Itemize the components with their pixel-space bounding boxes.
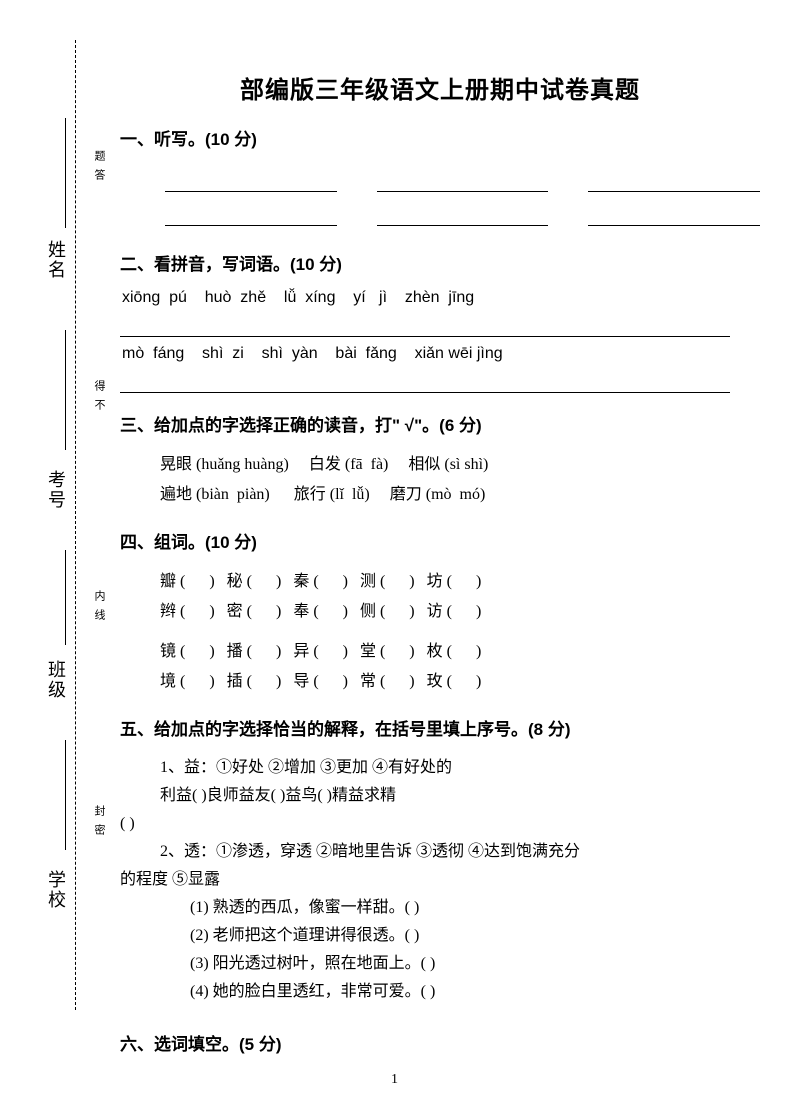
exam-page: 姓名 考号 班级 学校 题答 得不 内线 封密 部编版三年级语文上册期中试卷真题… xyxy=(0,0,789,1118)
label-id: 考号 xyxy=(43,470,69,510)
class-fill-line xyxy=(65,550,66,645)
q4-row-1[interactable]: 瓣 ( ) 秘 ( ) 秦 ( ) 测 ( ) 坊 ( ) xyxy=(120,567,760,597)
q4-row-2[interactable]: 辫 ( ) 密 ( ) 奉 ( ) 侧 ( ) 访 ( ) xyxy=(120,597,760,627)
answer-line-2[interactable] xyxy=(120,365,730,393)
seal-hint-4: 封密 xyxy=(91,805,107,843)
q5-line-2b[interactable]: ( ) xyxy=(120,810,760,838)
margin-labels: 姓名 考号 班级 学校 题答 得不 内线 封密 xyxy=(25,40,120,1010)
q5-line-2[interactable]: 利益( )良师益友( )益鸟( )精益求精 xyxy=(120,782,760,810)
q5-line-6[interactable]: (3) 阳光透过树叶，照在地面上。( ) xyxy=(120,950,760,978)
seal-hint-1: 题答 xyxy=(91,150,107,188)
q4-row-4[interactable]: 境 ( ) 插 ( ) 导 ( ) 常 ( ) 玫 ( ) xyxy=(120,667,760,697)
label-school: 学校 xyxy=(43,870,69,910)
section-1-header: 一、听写。(10 分) xyxy=(120,125,760,150)
q5-line-4[interactable]: (1) 熟透的西瓜，像蜜一样甜。( ) xyxy=(120,894,760,922)
q3-row-1: 晃眼 (huǎng huàng) 白发 (fā fà) 相似 (sì shì) xyxy=(120,450,760,480)
section-4-header: 四、组词。(10 分) xyxy=(120,528,760,553)
q5-line-1: 1、益：①好处 ②增加 ③更加 ④有好处的 xyxy=(120,754,760,782)
school-fill-line xyxy=(65,740,66,850)
section-3-header: 三、给加点的字选择正确的读音，打" √"。(6 分) xyxy=(120,411,760,436)
q5-line-3: 2、透：①渗透，穿透 ②暗地里告诉 ③透彻 ④达到饱满充分 xyxy=(120,838,760,866)
exam-title: 部编版三年级语文上册期中试卷真题 xyxy=(120,70,760,105)
id-fill-line xyxy=(65,330,66,450)
content-area: 部编版三年级语文上册期中试卷真题 一、听写。(10 分) 二、看拼音，写词语。(… xyxy=(120,70,760,1069)
name-fill-line xyxy=(65,118,66,228)
label-class: 班级 xyxy=(43,660,69,700)
q4-row-3[interactable]: 镜 ( ) 播 ( ) 异 ( ) 堂 ( ) 枚 ( ) xyxy=(120,637,760,667)
label-name: 姓名 xyxy=(43,240,69,280)
q3-row-2: 遍地 (biàn piàn) 旅行 (lǐ lǚ) 磨刀 (mò mó) xyxy=(120,480,760,510)
pinyin-row-1: xiōng pú huò zhě lǚ xíng yí jì zhèn jīng xyxy=(120,289,760,307)
q5-line-5[interactable]: (2) 老师把这个道理讲得很透。( ) xyxy=(120,922,760,950)
binding-margin: 姓名 考号 班级 学校 题答 得不 内线 封密 xyxy=(25,40,120,1010)
seal-hint-2: 得不 xyxy=(91,380,107,418)
section-6-header: 六、选词填空。(5 分) xyxy=(120,1030,760,1055)
section-5-header: 五、给加点的字选择恰当的解释，在括号里填上序号。(8 分) xyxy=(120,715,760,740)
section-2-header: 二、看拼音，写词语。(10 分) xyxy=(120,250,760,275)
dictation-blanks xyxy=(120,164,760,232)
page-number: 1 xyxy=(0,1072,789,1088)
seal-hint-3: 内线 xyxy=(91,590,107,628)
q5-line-7[interactable]: (4) 她的脸白里透红，非常可爱。( ) xyxy=(120,978,760,1006)
answer-line-1[interactable] xyxy=(120,309,730,337)
q5-line-3b: 的程度 ⑤显露 xyxy=(120,866,760,894)
pinyin-row-2: mò fáng shì zi shì yàn bài fǎng xiǎn wēi… xyxy=(120,345,760,363)
